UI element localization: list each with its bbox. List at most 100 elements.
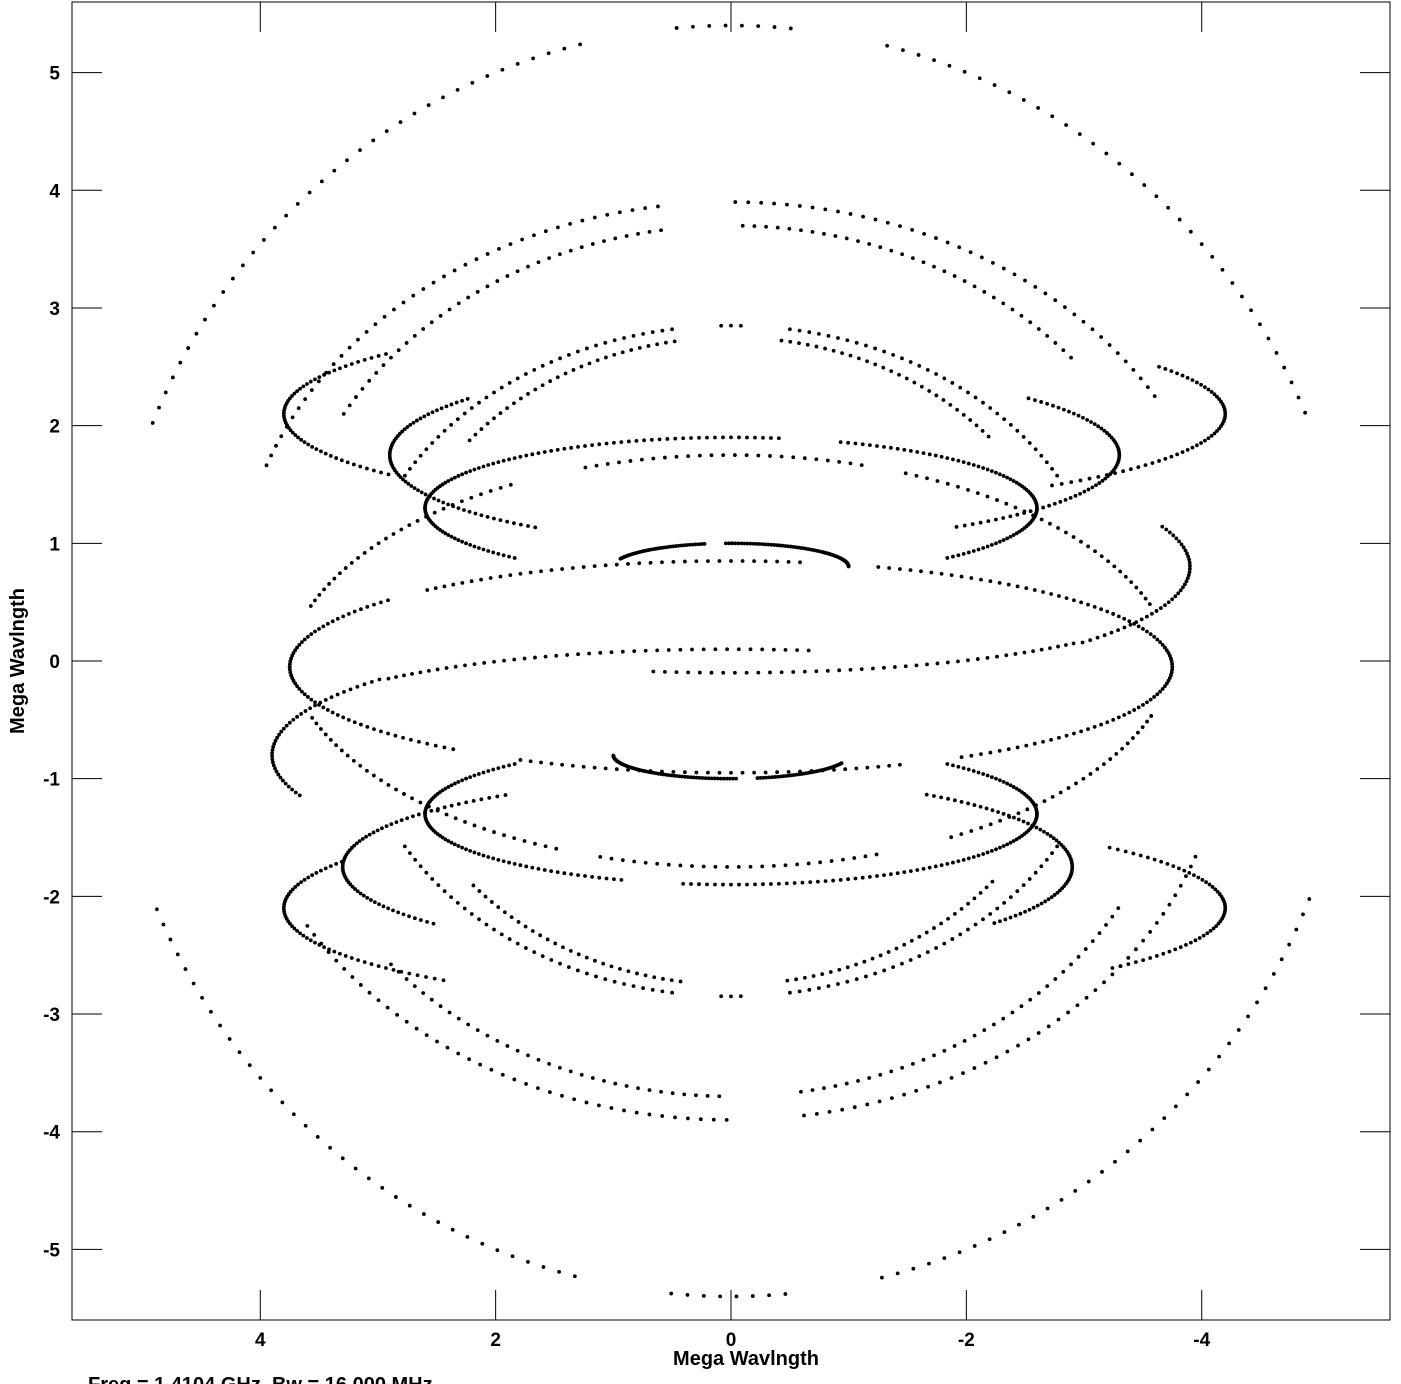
uv-point xyxy=(701,647,706,652)
uv-point xyxy=(512,762,517,766)
uv-point xyxy=(745,435,749,440)
uv-point xyxy=(709,670,714,675)
uv-point xyxy=(547,256,552,261)
uv-point xyxy=(753,435,757,440)
uv-track xyxy=(1107,845,1228,970)
uv-point xyxy=(343,364,348,368)
uv-point xyxy=(512,456,517,460)
uv-point xyxy=(934,393,939,398)
uv-point xyxy=(1050,467,1054,471)
uv-point xyxy=(362,551,367,555)
uv-point xyxy=(425,741,430,746)
uv-point xyxy=(838,878,843,882)
uv-point xyxy=(952,1044,957,1048)
uv-point xyxy=(251,250,256,255)
uv-point xyxy=(674,670,679,675)
uv-point xyxy=(1099,335,1104,339)
uv-point xyxy=(440,788,445,793)
uv-point xyxy=(375,828,380,833)
uv-point xyxy=(730,541,734,546)
uv-point xyxy=(191,981,196,986)
uv-point xyxy=(856,356,861,361)
uv-point xyxy=(1110,972,1115,977)
uv-point xyxy=(729,994,733,999)
uv-point xyxy=(660,560,664,565)
uv-point xyxy=(194,331,199,336)
uv-point xyxy=(786,559,791,564)
uv-point xyxy=(986,519,991,524)
uv-point xyxy=(1057,888,1062,893)
uv-point xyxy=(555,447,560,452)
uv-point xyxy=(396,348,401,353)
uv-point xyxy=(946,916,950,921)
uv-point xyxy=(620,350,625,355)
uv-point xyxy=(536,1057,541,1062)
uv-point xyxy=(358,464,363,469)
uv-point xyxy=(721,453,726,457)
uv-point xyxy=(1064,733,1069,738)
uv-track xyxy=(402,844,1060,999)
uv-point xyxy=(1026,821,1030,826)
uv-point xyxy=(295,645,299,650)
uv-point xyxy=(840,351,845,355)
uv-point xyxy=(287,667,292,672)
uv-point xyxy=(648,560,653,565)
uv-point xyxy=(966,550,971,555)
uv-point xyxy=(679,543,684,548)
uv-point xyxy=(1041,739,1045,744)
uv-point xyxy=(935,479,940,483)
uv-point xyxy=(421,1212,426,1216)
uv-point xyxy=(831,878,836,883)
uv-point xyxy=(613,236,618,241)
uv-point xyxy=(951,763,955,768)
uv-point xyxy=(1012,272,1017,277)
uv-point xyxy=(797,328,802,333)
uv-point xyxy=(584,955,589,960)
uv-point xyxy=(1023,278,1027,283)
uv-point xyxy=(783,863,788,868)
uv-point xyxy=(563,371,568,376)
uv-point xyxy=(597,875,602,880)
uv-point xyxy=(354,395,358,399)
uv-point xyxy=(942,376,947,381)
uv-point xyxy=(988,912,993,916)
uv-point xyxy=(500,1072,505,1077)
uv-point xyxy=(1081,319,1086,324)
uv-point xyxy=(367,990,372,995)
uv-point xyxy=(603,977,608,982)
uv-point xyxy=(723,541,728,546)
uv-track xyxy=(1080,524,1192,645)
uv-point xyxy=(1116,715,1121,720)
uv-point xyxy=(421,327,426,331)
uv-point xyxy=(1047,503,1052,508)
uv-point xyxy=(854,766,859,771)
uv-point xyxy=(384,824,389,829)
uv-point xyxy=(449,803,454,808)
uv-point xyxy=(299,880,304,885)
uv-point xyxy=(1042,799,1047,804)
uv-point xyxy=(401,735,405,740)
uv-point xyxy=(984,806,989,811)
uv-point xyxy=(1139,617,1144,622)
uv-point xyxy=(508,573,513,578)
uv-point xyxy=(718,1294,723,1299)
uv-point xyxy=(814,457,819,462)
uv-point xyxy=(501,553,506,558)
uv-point xyxy=(629,348,634,352)
uv-point xyxy=(532,950,537,955)
uv-point xyxy=(745,882,749,887)
uv-point xyxy=(522,656,527,661)
uv-point xyxy=(503,793,508,797)
uv-point xyxy=(788,26,793,31)
uv-point xyxy=(384,129,389,134)
uv-point xyxy=(486,769,491,773)
uv-point xyxy=(343,954,348,958)
uv-point xyxy=(1015,889,1020,894)
uv-point xyxy=(760,864,765,869)
uv-point xyxy=(643,973,648,978)
uv-point xyxy=(308,604,313,608)
uv-point xyxy=(560,567,565,571)
uv-point xyxy=(1008,895,1013,899)
uv-point xyxy=(772,201,776,206)
